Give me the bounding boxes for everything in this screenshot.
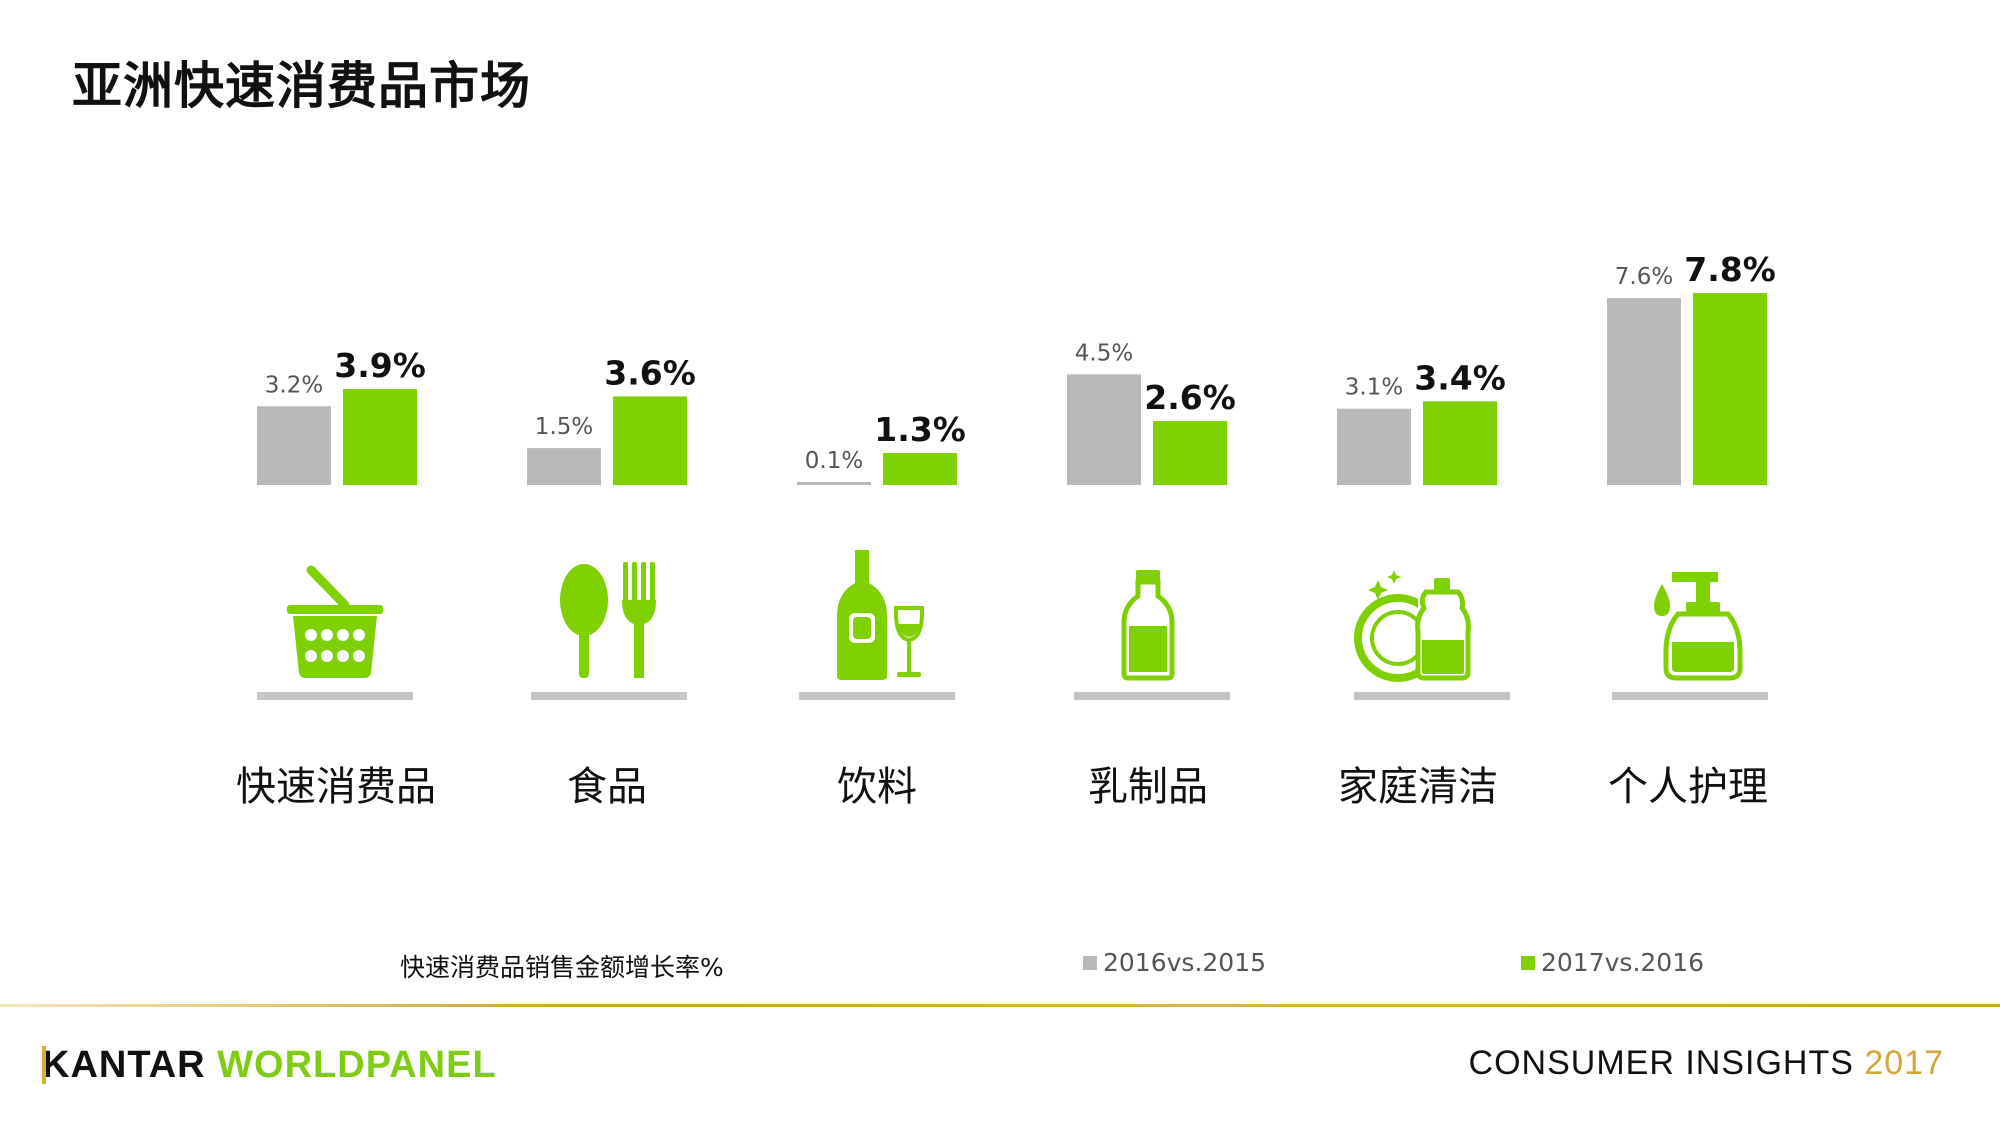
legend-label-cur: 2017vs.2016 [1541,948,1705,977]
insights-year: 2017 [1864,1044,1944,1082]
bar-prev-1 [257,406,331,485]
bar-label-cur-5: 3.4% [1414,358,1506,397]
bar-cur-1 [343,389,417,485]
page-title: 亚洲快速消费品市场 [72,57,531,115]
bar-label-prev-5: 3.1% [1345,375,1403,401]
shelf-5 [1354,692,1510,700]
bar-cur-5 [1423,401,1497,485]
bar-label-prev-3: 0.1% [805,448,863,474]
category-label-1: 快速消费品 [236,764,436,810]
category-label-4: 乳制品 [1088,764,1208,810]
icons-layer [287,550,1743,682]
footer-divider [0,1004,2000,1007]
category-label-2: 食品 [567,764,647,810]
bar-cur-4 [1153,421,1227,485]
bar-cur-6 [1693,293,1767,485]
legend-item-2017vs2016: 2017vs.2016 [1521,948,1704,977]
shelf-1 [257,692,413,700]
shelf-4 [1074,692,1230,700]
bar-label-prev-2: 1.5% [535,414,593,440]
bars-layer [257,293,1767,485]
bar-prev-6 [1607,298,1681,485]
bar-cur-2 [613,396,687,485]
bar-chart: 3.2% 3.9% 1.5% 3.6% 0.1% 1.3% 4.5% 2.6% 3.1% 3.4%… [236,250,1776,810]
insights-text: CONSUMER INSIGHTS [1468,1044,1854,1082]
shelf-6 [1612,692,1768,700]
category-label-3: 饮料 [837,764,917,810]
shelf-3 [799,692,955,700]
milk-bottle-icon [1121,570,1175,681]
bar-prev-4 [1067,374,1141,485]
dish-detergent-icon [1354,570,1471,682]
consumer-insights-label: CONSUMER INSIGHTS 2017 [1469,1044,1944,1083]
bar-prev-5 [1337,408,1411,485]
shelf-2 [531,692,687,700]
bar-label-cur-6: 7.8% [1684,250,1776,289]
chart-caption: 快速消费品销售金额增长率% [400,953,724,982]
bar-label-cur-1: 3.9% [334,346,426,385]
brand-worldpanel: WORLDPANEL [217,1044,497,1086]
legend-swatch-prev [1083,955,1097,970]
bar-label-cur-3: 1.3% [874,410,966,449]
legend-item-2016vs2015: 2016vs.2015 [1083,948,1266,977]
category-labels-layer: 快速消费品 食品 饮料 乳制品 家庭清洁 个人护理 [236,764,1768,810]
brand-logo: KANTAR WORLDPANEL [42,1044,497,1087]
pump-bottle-icon [1654,572,1743,681]
category-label-5: 家庭清洁 [1338,764,1498,810]
category-label-6: 个人护理 [1608,764,1768,810]
basket-icon [287,565,383,678]
brand-mark [42,1046,46,1084]
bar-label-cur-2: 3.6% [604,353,696,392]
wine-bottle-glass-icon [837,550,925,680]
bar-label-prev-6: 7.6% [1615,264,1673,290]
bar-label-prev-4: 4.5% [1075,340,1133,366]
legend-swatch-cur [1521,955,1535,970]
legend-label-prev: 2016vs.2015 [1103,948,1267,977]
bar-prev-3 [797,482,871,485]
brand-kantar: KANTAR [42,1044,206,1086]
bar-label-prev-1: 3.2% [265,372,323,398]
bar-prev-2 [527,448,601,485]
bar-label-cur-4: 2.6% [1144,378,1236,417]
bar-labels-layer: 3.2% 3.9% 1.5% 3.6% 0.1% 1.3% 4.5% 2.6% 3.1% 3.4%… [265,250,1776,474]
bar-cur-3 [883,453,957,485]
spoon-fork-icon [560,562,656,678]
shelves-layer [257,692,1768,700]
